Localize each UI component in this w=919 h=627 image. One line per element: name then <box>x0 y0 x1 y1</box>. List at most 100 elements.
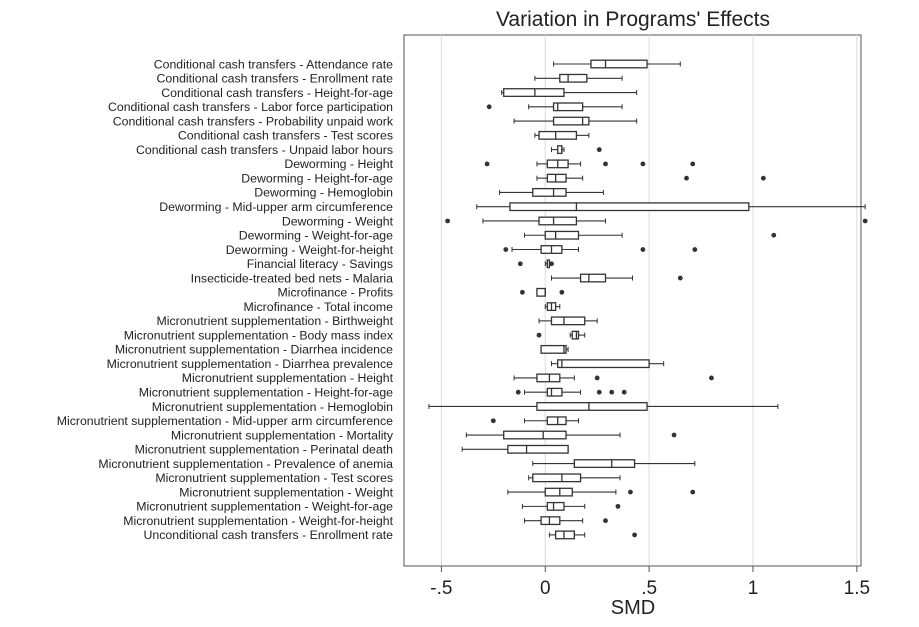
category-label: Micronutrient supplementation - Weight-f… <box>123 514 393 528</box>
outlier-point <box>671 432 677 438</box>
box-iqr <box>546 387 563 397</box>
box-group <box>507 487 696 497</box>
outlier-point <box>640 247 646 252</box>
category-label: Deworming - Hemoglobin <box>254 186 393 200</box>
box-iqr <box>550 316 586 326</box>
outlier-point <box>520 289 525 295</box>
category-label: Microfinance - Profits <box>278 286 394 300</box>
box-group <box>553 59 681 69</box>
outlier-point <box>684 175 689 181</box>
outlier-point <box>692 247 698 252</box>
category-label: Micronutrient supplementation - Hemoglob… <box>152 400 393 414</box>
box-iqr <box>538 130 578 140</box>
category-label: Micronutrient supplementation - Diarrhea… <box>115 343 393 357</box>
box-iqr <box>532 187 567 197</box>
outlier-point <box>621 389 627 395</box>
category-label: Microfinance - Total income <box>244 300 394 314</box>
outlier-point <box>536 332 542 338</box>
category-label: Micronutrient supplementation - Mid-uppe… <box>57 414 393 428</box>
box-group <box>513 116 638 126</box>
box-group <box>523 230 777 240</box>
box-iqr <box>579 273 607 283</box>
box-group <box>550 273 683 283</box>
box-iqr <box>554 530 575 540</box>
outlier-point <box>549 261 554 267</box>
outlier-point <box>690 489 696 495</box>
box-group <box>515 387 627 397</box>
category-label: Micronutrient supplementation - Height-f… <box>139 386 393 400</box>
category-label: Deworming - Height <box>284 157 393 171</box>
box-iqr <box>571 330 580 340</box>
category-label: Micronutrient supplementation - Height <box>182 371 394 385</box>
plot-area <box>403 34 862 567</box>
box-iqr <box>557 359 650 369</box>
x-axis-label: SMD <box>611 597 655 619</box>
outlier-point <box>559 289 565 295</box>
box-iqr <box>536 373 561 383</box>
outlier-point <box>709 375 714 381</box>
x-tick-label: 0 <box>540 578 551 599</box>
x-tick-label: -.5 <box>430 578 452 599</box>
box-iqr <box>546 173 567 183</box>
box-group <box>499 187 604 197</box>
box-group <box>428 402 779 411</box>
box-group <box>517 259 554 269</box>
category-label: Micronutrient supplementation - Mortalit… <box>171 428 394 442</box>
outlier-point <box>609 389 615 395</box>
outlier-point <box>640 161 646 167</box>
box-group <box>536 173 766 183</box>
box-group <box>476 202 866 212</box>
outlier-point <box>628 489 633 495</box>
box-group <box>534 73 623 83</box>
category-label: Conditional cash transfers - Attendance … <box>154 57 393 71</box>
category-label: Deworming - Height-for-age <box>241 171 393 185</box>
outlier-point <box>490 418 496 424</box>
box-group <box>513 373 714 383</box>
category-label: Insecticide-treated bed nets - Malaria <box>191 271 393 285</box>
box-group <box>538 316 598 326</box>
outlier-point <box>486 104 492 110</box>
category-label: Micronutrient supplementation - Diarrhea… <box>107 357 394 371</box>
box-group <box>550 359 665 369</box>
category-label: Micronutrient supplementation - Birthwei… <box>157 314 394 328</box>
box-iqr <box>536 402 648 411</box>
outlier-point <box>603 161 608 167</box>
category-label: Conditional cash transfers - Enrollment … <box>157 72 394 86</box>
box-iqr <box>544 230 580 240</box>
box-iqr <box>509 202 750 212</box>
box-iqr <box>552 116 590 126</box>
x-tick-label: 1 <box>748 578 759 599</box>
category-label: Conditional cash transfers - Unpaid labo… <box>136 143 393 157</box>
outlier-point <box>677 275 683 281</box>
box-group <box>532 459 696 469</box>
box-iqr <box>546 416 567 426</box>
outlier-point <box>603 518 608 524</box>
box-iqr <box>540 516 561 526</box>
box-group <box>486 102 623 112</box>
category-label: Conditional cash transfers - Probability… <box>113 114 394 128</box>
category-label: Conditional cash transfers - Height-for-… <box>161 86 393 100</box>
category-label: Micronutrient supplementation - Body mas… <box>124 328 394 342</box>
category-label: Micronutrient supplementation - Prevalen… <box>98 457 393 471</box>
box-iqr <box>507 444 569 454</box>
box-group <box>521 501 621 511</box>
box-group <box>534 130 590 140</box>
category-label: Conditional cash transfers - Labor force… <box>108 100 393 114</box>
box-iqr <box>532 473 582 483</box>
box-group <box>465 430 677 440</box>
category-labels: Conditional cash transfers - Attendance … <box>57 57 394 542</box>
box-iqr <box>538 216 578 226</box>
outlier-point <box>594 375 600 381</box>
outlier-point <box>484 161 490 167</box>
box-iqr <box>540 344 567 354</box>
outlier-point <box>503 247 509 252</box>
box-group <box>540 344 569 354</box>
box-group <box>528 473 621 483</box>
box-iqr <box>503 88 565 97</box>
outlier-point <box>615 503 621 509</box>
outlier-point <box>760 175 766 181</box>
category-label: Micronutrient supplementation - Test sco… <box>155 471 393 485</box>
box-group <box>490 416 579 426</box>
category-label: Unconditional cash transfers - Enrollmen… <box>144 528 394 542</box>
box-iqr <box>546 501 565 511</box>
